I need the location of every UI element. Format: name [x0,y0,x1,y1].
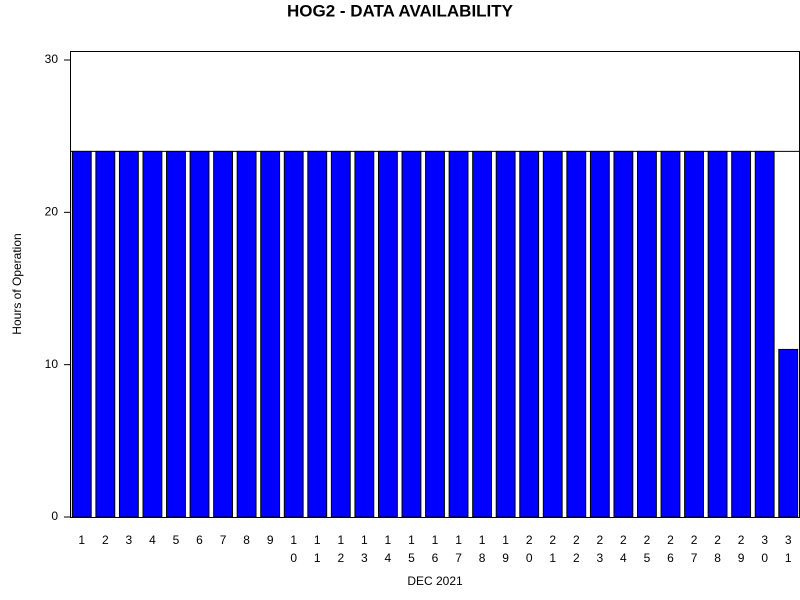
bar [637,150,657,518]
bar [472,150,493,518]
x-tick-label: 7 [220,533,227,547]
x-tick-label: 2 [102,533,109,547]
bar [166,150,186,518]
chart-title: HOG2 - DATA AVAILABILITY [287,1,514,20]
x-tick-label: 4 [149,533,156,547]
bar [731,150,752,518]
y-tick-label: 30 [45,52,59,66]
bar [425,150,445,518]
y-axis-label: Hours of Operation [10,233,24,334]
bar [330,150,351,518]
x-tick-label: 1 [78,533,85,547]
x-tick-label: 5 [173,533,180,547]
bar [778,348,799,518]
bar [495,150,516,518]
bar [589,150,610,518]
bar [189,150,210,518]
x-tick-label: 3 [126,533,133,547]
bar [354,150,375,518]
y-tick-label: 0 [51,509,58,523]
bar [283,150,304,518]
bar [542,150,563,518]
bar [684,150,704,518]
bar [377,150,398,518]
x-tick-label: 6 [196,533,203,547]
bar [754,150,775,518]
bar [401,150,422,518]
bar [613,150,634,518]
bar [448,150,469,518]
y-tick-label: 20 [45,205,59,219]
bar [707,150,728,518]
x-axis-label: DEC 2021 [407,574,463,588]
bar [142,150,163,518]
bar [519,150,540,518]
bar [213,150,233,518]
bar [660,150,681,518]
x-tick-label: 9 [267,533,274,547]
bar [236,150,257,518]
bar [71,150,92,518]
bar [307,150,328,518]
bar [566,150,587,518]
bar [260,150,281,518]
bar [95,150,116,518]
x-tick-label: 8 [243,533,250,547]
bar [118,150,139,518]
y-tick-label: 10 [45,357,59,371]
